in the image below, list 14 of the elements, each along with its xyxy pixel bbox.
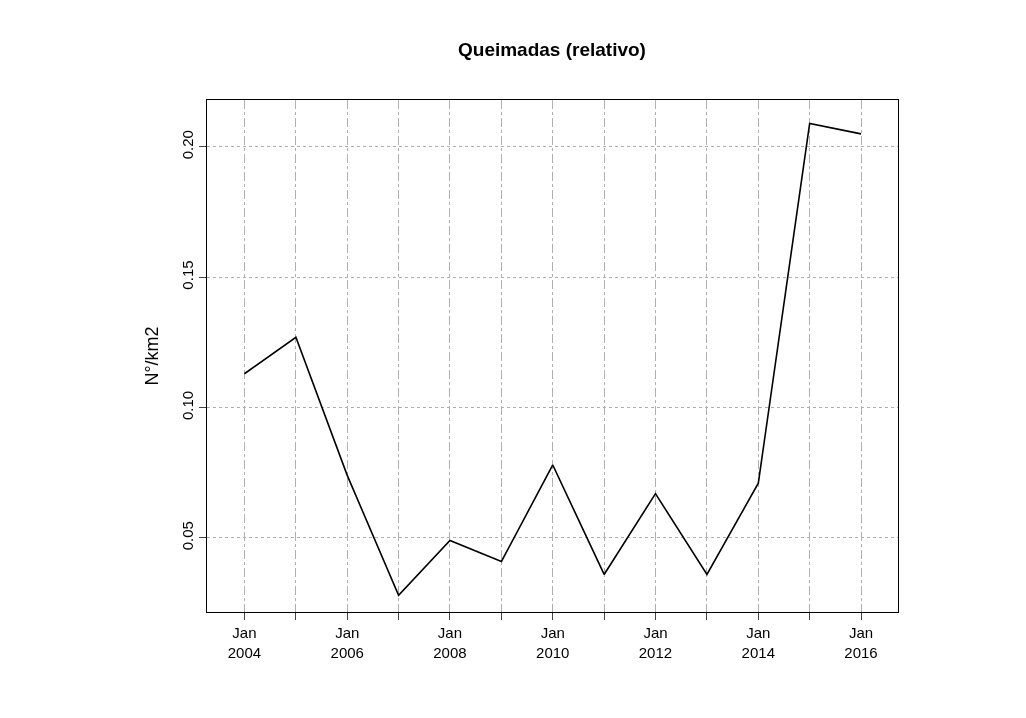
chart-title: Queimadas (relativo) [458, 39, 646, 61]
x-tick-label: Jan 2010 [536, 624, 570, 661]
y-tick-label: 0.15 [179, 260, 196, 290]
x-tick-label: Jan 2012 [638, 624, 673, 661]
x-tick-label: Jan 2004 [227, 624, 262, 661]
y-axis-title: N°/km2 [142, 326, 163, 386]
y-tick-label: 0.20 [179, 130, 196, 160]
x-tick-label: Jan 2014 [741, 624, 775, 661]
x-tick-label: Jan 2008 [433, 624, 467, 661]
y-tick-label: 0.10 [179, 390, 196, 420]
x-tick-label: Jan 2016 [844, 624, 878, 661]
x-tick-label: Jan 2006 [330, 624, 364, 661]
line-series [243, 122, 862, 597]
y-tick-label: 0.05 [179, 521, 196, 551]
